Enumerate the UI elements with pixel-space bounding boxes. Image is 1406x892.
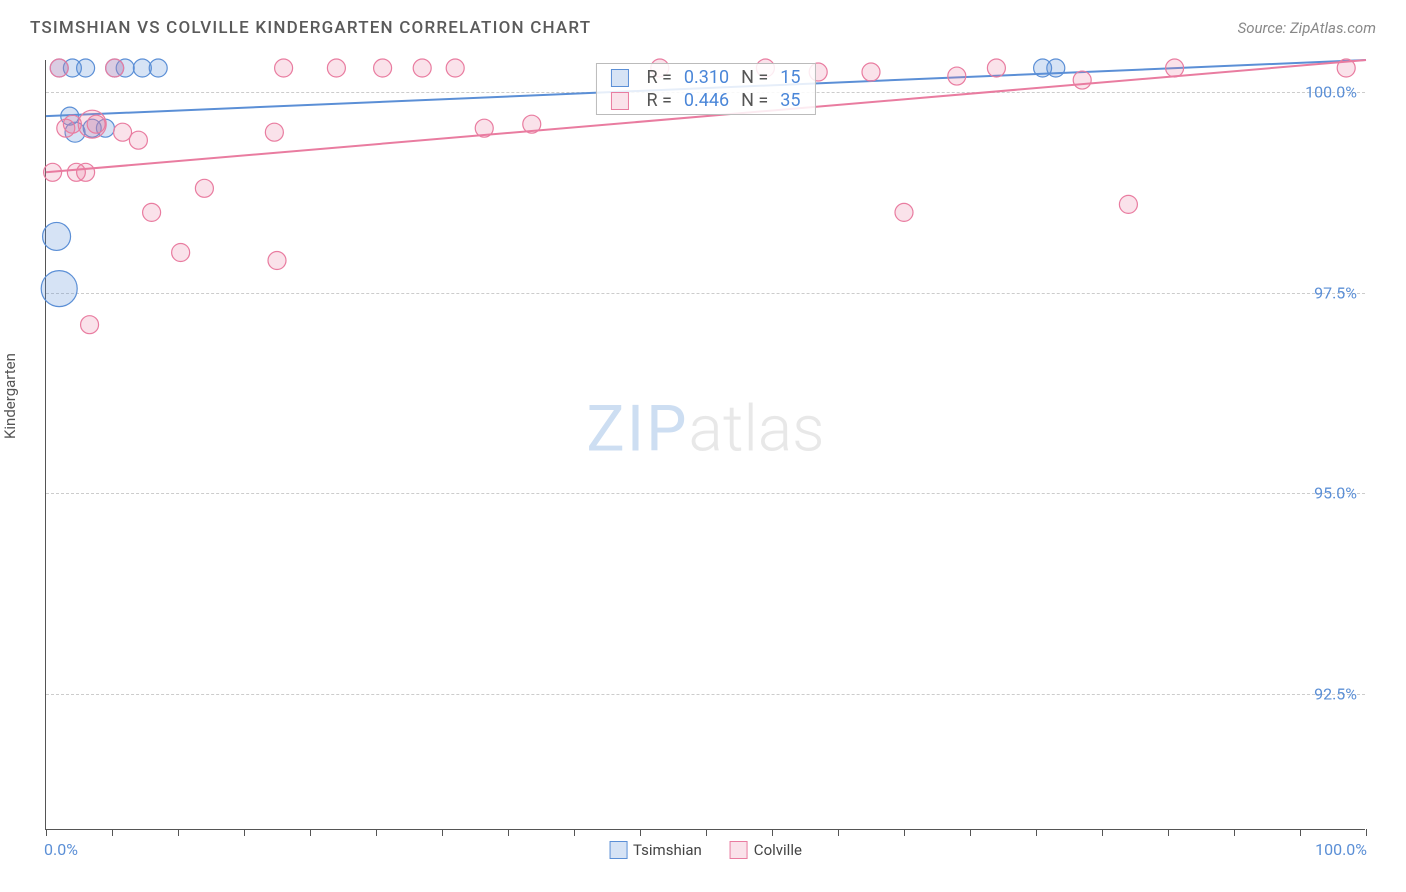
data-point bbox=[1166, 59, 1184, 77]
data-point bbox=[41, 271, 77, 307]
x-tick bbox=[838, 829, 839, 836]
correlation-stats-box: R = 0.310 N = 15 R = 0.446 N = 35 bbox=[595, 63, 815, 115]
swatch-colville-icon bbox=[610, 92, 628, 110]
data-point bbox=[475, 119, 493, 137]
data-point bbox=[129, 131, 147, 149]
data-point bbox=[50, 59, 68, 77]
data-point bbox=[149, 59, 167, 77]
data-point bbox=[77, 59, 95, 77]
data-point bbox=[268, 252, 286, 270]
x-tick bbox=[508, 829, 509, 836]
data-point bbox=[1073, 71, 1091, 89]
data-point bbox=[862, 63, 880, 81]
x-tick bbox=[1168, 829, 1169, 836]
x-tick bbox=[1300, 829, 1301, 836]
x-tick bbox=[1366, 829, 1367, 836]
y-axis-title: Kindergarten bbox=[1, 353, 19, 439]
x-tick bbox=[310, 829, 311, 836]
r-value-tsimshian: 0.310 bbox=[684, 67, 729, 88]
data-point bbox=[143, 203, 161, 221]
data-point bbox=[1047, 59, 1065, 77]
n-value-colville: 35 bbox=[780, 90, 800, 111]
data-point bbox=[195, 179, 213, 197]
n-value-tsimshian: 15 bbox=[780, 67, 800, 88]
x-tick bbox=[1234, 829, 1235, 836]
r-value-colville: 0.446 bbox=[684, 90, 729, 111]
x-tick bbox=[904, 829, 905, 836]
x-tick bbox=[112, 829, 113, 836]
data-point bbox=[44, 163, 62, 181]
x-tick bbox=[574, 829, 575, 836]
data-point bbox=[172, 244, 190, 262]
data-point bbox=[374, 59, 392, 77]
x-tick bbox=[178, 829, 179, 836]
data-point bbox=[987, 59, 1005, 77]
header-row: TSIMSHIAN VS COLVILLE KINDERGARTEN CORRE… bbox=[30, 18, 1376, 38]
n-label: N = bbox=[741, 67, 768, 88]
data-point bbox=[275, 59, 293, 77]
legend-label-colville: Colville bbox=[754, 841, 802, 859]
data-point bbox=[895, 203, 913, 221]
n-label: N = bbox=[741, 90, 768, 111]
legend-item-tsimshian: Tsimshian bbox=[609, 841, 702, 859]
data-point bbox=[446, 59, 464, 77]
legend-item-colville: Colville bbox=[730, 841, 802, 859]
legend-swatch-tsimshian-icon bbox=[609, 841, 627, 859]
data-point bbox=[81, 316, 99, 334]
x-min-label: 0.0% bbox=[44, 840, 78, 859]
x-tick bbox=[1036, 829, 1037, 836]
data-point bbox=[78, 110, 106, 138]
data-point bbox=[106, 59, 124, 77]
chart-plot-area: 100.0%97.5%95.0%92.5% ZIPatlas R = 0.310… bbox=[45, 60, 1365, 830]
data-point bbox=[114, 123, 132, 141]
scatter-svg bbox=[46, 60, 1365, 829]
x-tick bbox=[706, 829, 707, 836]
data-point bbox=[77, 163, 95, 181]
x-tick bbox=[46, 829, 47, 836]
data-point bbox=[523, 115, 541, 133]
r-label: R = bbox=[646, 90, 671, 111]
swatch-tsimshian-icon bbox=[610, 69, 628, 87]
x-tick bbox=[772, 829, 773, 836]
bottom-legend: Tsimshian Colville bbox=[609, 841, 802, 859]
data-point bbox=[413, 59, 431, 77]
stats-row-colville: R = 0.446 N = 35 bbox=[596, 89, 814, 112]
x-tick bbox=[970, 829, 971, 836]
data-point bbox=[1119, 195, 1137, 213]
chart-title: TSIMSHIAN VS COLVILLE KINDERGARTEN CORRE… bbox=[30, 18, 591, 38]
x-max-label: 100.0% bbox=[1315, 840, 1367, 859]
data-point bbox=[948, 67, 966, 85]
x-tick bbox=[244, 829, 245, 836]
stats-row-tsimshian: R = 0.310 N = 15 bbox=[596, 66, 814, 89]
x-tick bbox=[442, 829, 443, 836]
source-label: Source: ZipAtlas.com bbox=[1238, 19, 1376, 37]
x-tick bbox=[1102, 829, 1103, 836]
data-point bbox=[265, 123, 283, 141]
data-point bbox=[327, 59, 345, 77]
x-tick bbox=[640, 829, 641, 836]
data-point bbox=[1337, 59, 1355, 77]
legend-label-tsimshian: Tsimshian bbox=[633, 841, 702, 859]
data-point bbox=[43, 222, 71, 250]
r-label: R = bbox=[646, 67, 671, 88]
x-tick bbox=[376, 829, 377, 836]
legend-swatch-colville-icon bbox=[730, 841, 748, 859]
